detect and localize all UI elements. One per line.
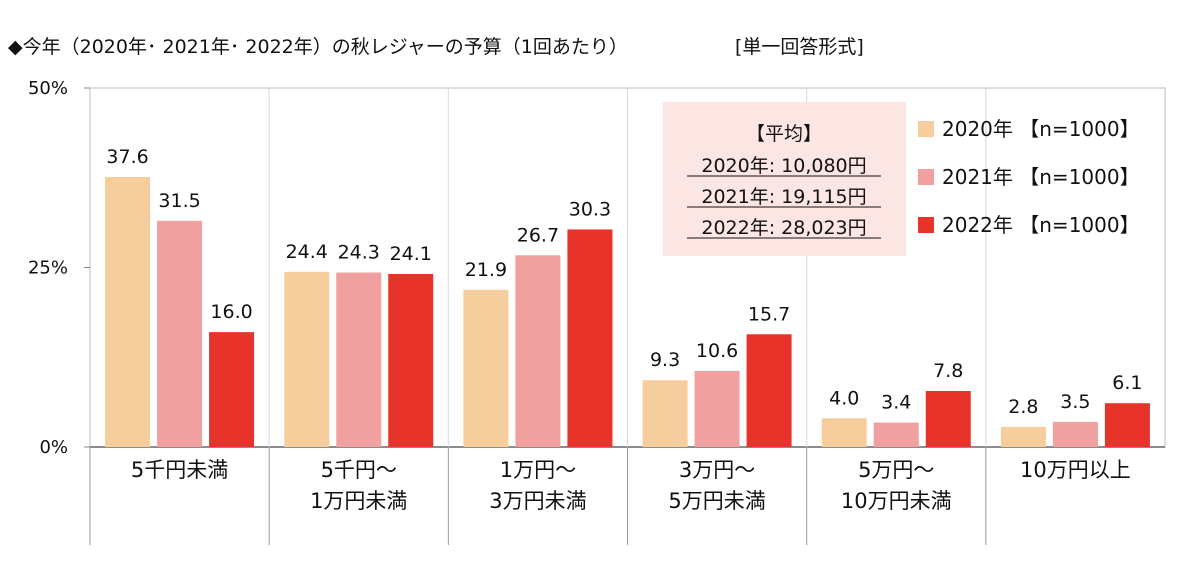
data-label: 24.1 — [390, 243, 432, 265]
bar — [873, 422, 919, 447]
category-label: 3万円～ — [679, 458, 755, 482]
y-tick-label: 50% — [28, 78, 68, 99]
bar — [821, 418, 867, 447]
category-label: 1万円未満 — [310, 489, 407, 513]
answer-format-note: [単一回答形式] — [735, 36, 864, 58]
bar — [157, 220, 203, 447]
bar — [746, 334, 792, 447]
data-label: 21.9 — [465, 259, 507, 281]
data-label: 3.4 — [881, 392, 911, 414]
category-label: 5万円～ — [858, 458, 934, 482]
bar — [694, 370, 740, 447]
bar — [388, 273, 434, 447]
y-tick-label: 25% — [28, 258, 68, 279]
bar — [284, 271, 330, 447]
y-tick-label: 0% — [39, 437, 68, 458]
average-line: 2021年: 19,115円 — [701, 186, 866, 208]
legend-swatch — [918, 121, 934, 137]
data-label: 31.5 — [158, 190, 200, 212]
data-label: 16.0 — [210, 301, 252, 323]
average-box — [663, 102, 906, 256]
data-label: 3.5 — [1060, 391, 1090, 413]
category-label: 5万円未満 — [668, 489, 765, 513]
data-label: 30.3 — [569, 198, 611, 220]
average-heading: 【平均】 — [746, 123, 822, 145]
bar — [336, 272, 382, 447]
data-label: 7.8 — [933, 360, 963, 382]
data-label: 26.7 — [517, 224, 559, 246]
bar — [1052, 421, 1098, 447]
data-label: 24.3 — [338, 242, 380, 264]
category-label: 5千円～ — [321, 458, 397, 482]
legend-label: 2022年 【n=1000】 — [942, 213, 1140, 237]
data-label: 10.6 — [696, 340, 738, 362]
category-label: 10万円以上 — [1020, 458, 1131, 482]
data-label: 6.1 — [1112, 372, 1142, 394]
data-label: 24.4 — [286, 241, 328, 263]
average-line: 2020年: 10,080円 — [701, 155, 866, 177]
legend-label: 2020年 【n=1000】 — [942, 117, 1140, 141]
average-line: 2022年: 28,023円 — [701, 217, 866, 239]
category-label: 1万円～ — [500, 458, 576, 482]
category-label: 5千円未満 — [131, 458, 228, 482]
bar — [463, 289, 509, 447]
category-label: 3万円未満 — [489, 489, 586, 513]
chart-title: ◆今年（2020年･ 2021年･ 2022年）の秋レジャーの予算（1回あたり） — [8, 36, 628, 58]
bar — [642, 380, 688, 447]
category-label: 10万円未満 — [841, 489, 952, 513]
legend-label: 2021年 【n=1000】 — [942, 165, 1140, 189]
legend-swatch — [918, 217, 934, 233]
bar — [1104, 403, 1150, 447]
data-label: 4.0 — [829, 387, 859, 409]
bar — [925, 390, 971, 447]
data-label: 9.3 — [650, 349, 680, 371]
legend-swatch — [918, 169, 934, 185]
bar — [1000, 426, 1046, 447]
bar — [515, 255, 561, 447]
bar — [105, 177, 151, 448]
data-label: 37.6 — [106, 146, 148, 168]
data-label: 15.7 — [748, 303, 790, 325]
bar — [567, 229, 613, 447]
bar — [209, 332, 255, 447]
data-label: 2.8 — [1008, 396, 1038, 418]
